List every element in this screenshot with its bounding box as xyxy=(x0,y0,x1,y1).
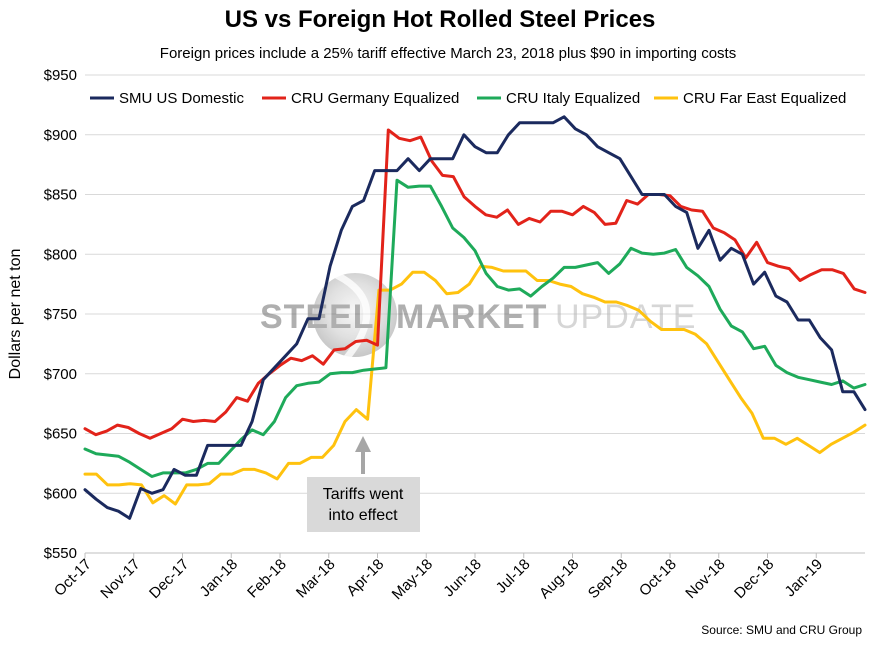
x-tick-label: Apr-18 xyxy=(343,556,387,600)
annotation-arrow-head xyxy=(355,436,371,452)
y-tick-label: $550 xyxy=(44,545,77,562)
annotation-line1: Tariffs went xyxy=(323,486,404,503)
x-tick-label: Feb-18 xyxy=(244,556,290,602)
watermark: STEEL MARKET UPDATE xyxy=(260,268,695,363)
series-line-cru-italy-equalized xyxy=(83,178,867,478)
x-tick-label: Jul-18 xyxy=(493,556,534,597)
y-tick-label: $600 xyxy=(44,485,77,502)
x-tick-label: Nov-17 xyxy=(97,556,143,602)
x-tick-label: Nov-18 xyxy=(682,556,728,602)
y-tick-label: $800 xyxy=(44,246,77,263)
watermark-word-steel: STEEL xyxy=(260,298,375,336)
watermark-word-market: MARKET xyxy=(396,298,547,336)
annotation-box xyxy=(307,477,420,532)
series-line-smu-us-domestic xyxy=(83,115,867,520)
y-tick-label: $900 xyxy=(44,127,77,144)
x-tick-label: Sep-18 xyxy=(585,556,631,602)
y-tick-label: $650 xyxy=(44,426,77,443)
legend-label: CRU Far East Equalized xyxy=(683,90,846,107)
series-lines xyxy=(83,115,867,520)
legend-label: CRU Italy Equalized xyxy=(506,90,640,107)
x-tick-label: Aug-18 xyxy=(536,556,582,602)
watermark-swoosh xyxy=(328,268,371,363)
legend-label: SMU US Domestic xyxy=(119,90,245,107)
tariff-annotation: Tariffs went into effect xyxy=(307,436,420,532)
legend: SMU US Domestic CRU Germany Equalized CRU … xyxy=(90,90,846,107)
x-tick-label: Mar-18 xyxy=(293,556,339,602)
y-tick-label: $750 xyxy=(44,306,77,323)
x-tick-label: Dec-18 xyxy=(731,556,777,602)
series-line-cru-far-east-equalized xyxy=(83,264,867,506)
source-note: Source: SMU and CRU Group xyxy=(701,623,862,637)
y-tick-label: $700 xyxy=(44,366,77,383)
x-tick-label: Jan-18 xyxy=(197,556,241,600)
y-axis-label: Dollars per net ton xyxy=(7,249,24,380)
annotation-line2: into effect xyxy=(328,507,398,524)
x-tick-label: Oct-18 xyxy=(636,556,680,600)
y-tick-label: $850 xyxy=(44,187,77,204)
x-tick-label: Dec-17 xyxy=(146,556,192,602)
x-tick-label: May-18 xyxy=(389,556,436,603)
x-tick-label: Jun-18 xyxy=(440,556,484,600)
legend-label: CRU Germany Equalized xyxy=(291,90,459,107)
chart-subtitle: Foreign prices include a 25% tariff effe… xyxy=(160,45,736,62)
gridlines xyxy=(85,74,865,554)
x-tick-label: Jan-19 xyxy=(782,556,826,600)
chart-title: US vs Foreign Hot Rolled Steel Prices xyxy=(225,6,656,33)
series-line-cru-germany-equalized xyxy=(83,128,867,440)
x-tick-label: Oct-17 xyxy=(51,556,95,600)
y-tick-label: $950 xyxy=(44,67,77,84)
